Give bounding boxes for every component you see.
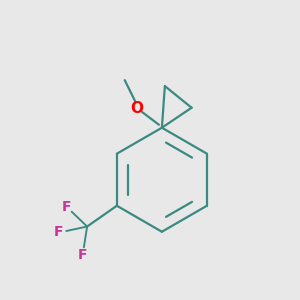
Text: O: O [130,101,143,116]
Text: F: F [78,248,87,262]
Text: F: F [54,226,64,239]
Text: F: F [61,200,71,214]
